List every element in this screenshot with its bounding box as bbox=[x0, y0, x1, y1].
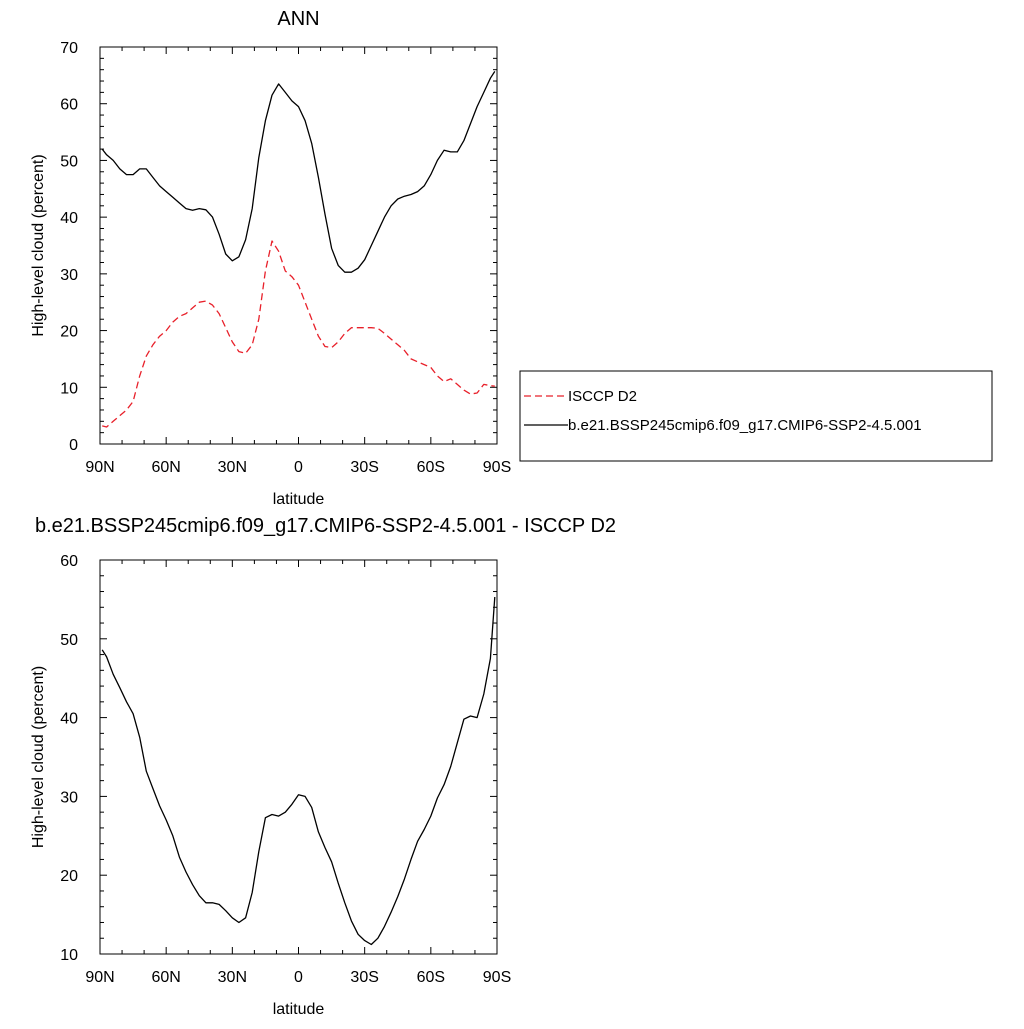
panel-bottom: b.e21.BSSP245cmip6.f09_g17.CMIP6-SSP2-4.… bbox=[30, 515, 616, 1018]
x-tick-label: 30N bbox=[218, 459, 247, 476]
x-tick-label: 60N bbox=[151, 459, 180, 476]
y-axis-label: High-level cloud (percent) bbox=[30, 666, 47, 848]
x-tick-label: 30S bbox=[350, 459, 378, 476]
legend-label-0: ISCCP D2 bbox=[568, 388, 637, 405]
x-tick-label: 60S bbox=[417, 969, 445, 986]
y-tick-label: 60 bbox=[60, 553, 78, 570]
legend-label-1: b.e21.BSSP245cmip6.f09_g17.CMIP6-SSP2-4.… bbox=[568, 417, 922, 434]
x-tick-label: 30S bbox=[350, 969, 378, 986]
x-tick-label: 0 bbox=[294, 969, 303, 986]
x-tick-label: 0 bbox=[294, 459, 303, 476]
x-tick-label: 90N bbox=[85, 459, 114, 476]
y-tick-label: 10 bbox=[60, 947, 78, 964]
y-tick-label: 40 bbox=[60, 711, 78, 728]
x-tick-label: 30N bbox=[218, 969, 247, 986]
y-tick-label: 30 bbox=[60, 789, 78, 806]
y-axis-label: High-level cloud (percent) bbox=[30, 154, 47, 336]
x-tick-label: 90N bbox=[85, 969, 114, 986]
series-line-0 bbox=[102, 240, 495, 428]
y-tick-label: 60 bbox=[60, 97, 78, 114]
x-axis-label: latitude bbox=[273, 1001, 325, 1018]
chart-title: ANN bbox=[277, 8, 319, 30]
plot-frame bbox=[99, 559, 498, 955]
x-tick-label: 60S bbox=[417, 459, 445, 476]
series-line-0 bbox=[101, 596, 496, 946]
legend: ISCCP D2 b.e21.BSSP245cmip6.f09_g17.CMIP6… bbox=[519, 370, 993, 462]
x-tick-label: 90S bbox=[483, 969, 511, 986]
x-axis-label: latitude bbox=[273, 491, 325, 508]
y-tick-label: 50 bbox=[60, 153, 78, 170]
y-tick-label: 10 bbox=[60, 380, 78, 397]
legend-box bbox=[519, 370, 993, 462]
y-tick-label: 20 bbox=[60, 868, 78, 885]
y-tick-label: 70 bbox=[60, 40, 78, 57]
y-tick-label: 30 bbox=[60, 267, 78, 284]
y-tick-label: 20 bbox=[60, 324, 78, 341]
x-tick-label: 60N bbox=[151, 969, 180, 986]
series-line-1 bbox=[101, 71, 496, 273]
chart-title: b.e21.BSSP245cmip6.f09_g17.CMIP6-SSP2-4.… bbox=[35, 515, 616, 537]
y-tick-label: 0 bbox=[69, 437, 78, 454]
panel-top: ANN 90N 60N 30N 0 30S 60S 90S 0 10 20 30 40 50 60 70 lat… bbox=[30, 8, 511, 508]
y-tick-label: 50 bbox=[60, 632, 78, 649]
y-tick-label: 40 bbox=[60, 210, 78, 227]
x-tick-label: 90S bbox=[483, 459, 511, 476]
